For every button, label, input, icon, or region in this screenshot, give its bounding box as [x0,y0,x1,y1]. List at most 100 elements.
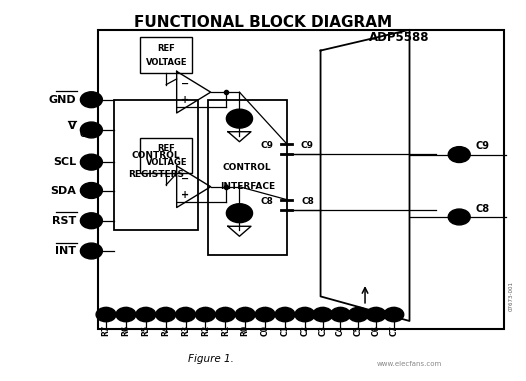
Circle shape [80,122,103,138]
Text: REF: REF [157,144,175,153]
Text: 07673-001: 07673-001 [509,282,514,311]
Text: 10: 10 [280,310,290,319]
Text: C3: C3 [318,325,327,336]
Text: C6: C6 [371,325,380,336]
Text: +: + [181,96,189,106]
Circle shape [366,307,386,322]
Text: REGISTERS: REGISTERS [128,170,184,179]
Text: VOLTAGE: VOLTAGE [146,158,187,167]
Text: 12: 12 [317,310,328,319]
Circle shape [176,307,196,322]
Circle shape [255,307,275,322]
Text: 11: 11 [300,310,310,319]
Text: 19: 19 [86,95,97,104]
Text: R2: R2 [201,325,210,336]
Bar [98,30,504,328]
Text: C9: C9 [476,141,489,151]
Text: RST: RST [52,216,76,226]
Text: C7: C7 [389,325,398,336]
Bar [114,100,198,230]
Bar [140,37,193,73]
Circle shape [448,209,470,225]
Circle shape [80,182,103,199]
Text: VOLTAGE: VOLTAGE [146,58,187,67]
Text: R7: R7 [102,325,110,336]
Circle shape [275,307,295,322]
Text: 24: 24 [86,247,97,256]
Circle shape [330,307,350,322]
Text: 8: 8 [242,310,248,319]
Text: C8: C8 [260,197,273,206]
Text: 22: 22 [86,186,97,195]
Circle shape [80,243,103,259]
Text: 3: 3 [143,310,148,319]
Bar [208,100,287,255]
Circle shape [156,307,176,322]
Text: C1: C1 [280,325,289,336]
Circle shape [215,307,235,322]
Text: C2: C2 [300,325,309,336]
Text: C8: C8 [301,197,314,206]
Circle shape [80,92,103,108]
Text: 16: 16 [389,310,399,319]
Text: 14: 14 [353,310,363,319]
Text: +: + [181,190,189,200]
Text: INTERFACE: INTERFACE [220,182,275,191]
Circle shape [196,307,215,322]
Text: SCL: SCL [53,157,76,167]
Text: 2: 2 [123,310,128,319]
Circle shape [226,204,252,223]
Text: 1: 1 [104,310,109,319]
Text: 15: 15 [371,310,381,319]
Text: ADP5588: ADP5588 [369,31,429,44]
Text: R1: R1 [221,325,230,336]
Bar [140,138,193,173]
Text: 9: 9 [262,310,268,319]
Text: R0: R0 [241,325,250,336]
Text: 18: 18 [454,150,464,159]
Text: C4: C4 [336,325,345,336]
Text: 21: 21 [86,125,97,134]
Circle shape [226,109,252,128]
Text: www.elecfans.com: www.elecfans.com [377,362,442,368]
Text: CC: CC [80,130,91,139]
Text: GND: GND [48,95,76,105]
Text: Figure 1.: Figure 1. [188,354,234,364]
Text: C9: C9 [260,141,273,150]
Text: 17: 17 [454,213,464,221]
Circle shape [384,307,404,322]
Text: R3: R3 [181,325,190,336]
Text: C8: C8 [476,204,490,214]
Text: C5: C5 [353,325,363,336]
Text: INT: INT [55,246,76,256]
Circle shape [116,307,136,322]
Text: C0: C0 [260,325,270,336]
Circle shape [312,307,332,322]
Circle shape [348,307,368,322]
Text: CONTROL: CONTROL [132,151,180,160]
Circle shape [80,154,103,170]
Text: 13: 13 [335,310,346,319]
Text: CONTROL: CONTROL [223,163,271,172]
Text: R4: R4 [161,325,170,336]
Text: 5: 5 [183,310,188,319]
Text: 7: 7 [222,310,228,319]
Circle shape [96,307,116,322]
Text: FUNCTIONAL BLOCK DIAGRAM: FUNCTIONAL BLOCK DIAGRAM [134,14,392,30]
Circle shape [80,213,103,229]
Text: 20: 20 [86,216,97,225]
Circle shape [136,307,156,322]
Text: C9: C9 [301,141,314,150]
Text: 4: 4 [163,310,168,319]
Circle shape [235,307,255,322]
Text: REF: REF [157,44,175,53]
Text: V: V [67,121,76,131]
Text: 23: 23 [86,158,97,166]
Text: −: − [181,173,189,183]
Circle shape [295,307,315,322]
Text: 6: 6 [203,310,208,319]
Circle shape [448,147,470,163]
Text: R6: R6 [122,325,130,336]
Text: −: − [181,79,189,89]
Text: R5: R5 [141,325,150,336]
